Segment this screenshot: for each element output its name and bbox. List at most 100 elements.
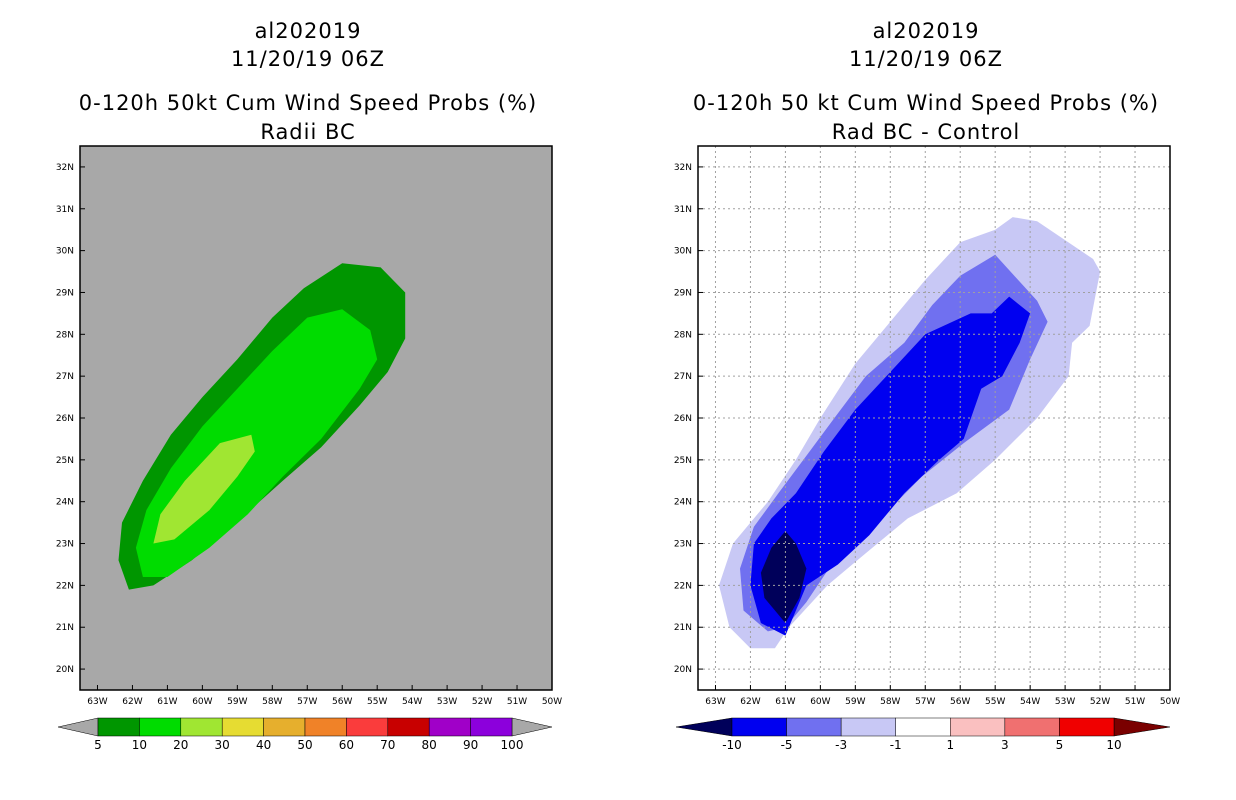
left-panel: al202019 11/20/19 06Z 0-120h 50kt Cum Wi… — [56, 19, 562, 752]
left-colorbar: 5 10 20 30 40 50 60 70 80 90 100 — [57, 717, 553, 752]
x-tick-label: 53W — [437, 697, 457, 707]
colorbar-swatch — [97, 717, 140, 737]
y-tick-label: 24N — [56, 498, 74, 508]
x-tick-label: 63W — [87, 697, 107, 707]
y-tick-label: 23N — [56, 540, 74, 550]
left-axis-ticks: 63W 62W 61W 60W 59W 58W 57W 56W 55W 54W 53W 52W 51W 5… — [56, 163, 562, 707]
y-tick-label: 31N — [56, 205, 74, 215]
right-panel: al202019 11/20/19 06Z 0-120h 50 kt Cum W… — [674, 19, 1180, 752]
left-title-4: Radii BC — [260, 120, 355, 144]
right-title-1: al202019 — [873, 19, 980, 43]
colorbar-swatch — [950, 717, 1006, 737]
x-tick-label: 54W — [402, 697, 422, 707]
colorbar-swatch — [346, 717, 389, 737]
colorbar-label: 70 — [380, 738, 395, 752]
colorbar-swatch — [1004, 717, 1060, 737]
colorbar-label: 60 — [339, 738, 354, 752]
colorbar-swatch — [1059, 717, 1115, 737]
left-title-1: al202019 — [255, 19, 362, 43]
x-tick-label: 50W — [1160, 697, 1180, 707]
y-tick-label: 32N — [674, 163, 692, 173]
x-tick-label: 61W — [775, 697, 795, 707]
colorbar-swatch — [731, 717, 787, 737]
colorbar-label: -5 — [781, 738, 793, 752]
y-tick-label: 29N — [674, 288, 692, 298]
colorbar-swatch — [304, 717, 347, 737]
colorbar-under-triangle — [57, 717, 99, 737]
y-tick-label: 26N — [56, 414, 74, 424]
contour--10 — [760, 531, 807, 623]
colorbar-over-triangle — [511, 717, 553, 737]
y-tick-label: 24N — [674, 498, 692, 508]
x-tick-label: 55W — [985, 697, 1005, 707]
colorbar-swatch — [139, 717, 182, 737]
x-tick-label: 60W — [810, 697, 830, 707]
colorbar-label: 40 — [256, 738, 271, 752]
colorbar-label: 10 — [132, 738, 147, 752]
x-tick-label: 52W — [1090, 697, 1110, 707]
colorbar-swatch — [895, 717, 951, 737]
y-tick-label: 22N — [56, 581, 74, 591]
right-title-4: Rad BC - Control — [832, 120, 1021, 144]
colorbar-label: 80 — [422, 738, 437, 752]
x-tick-label: 60W — [192, 697, 212, 707]
colorbar-swatch — [470, 717, 513, 737]
colorbar-label: 5 — [94, 738, 102, 752]
x-tick-label: 53W — [1055, 697, 1075, 707]
x-tick-label: 59W — [227, 697, 247, 707]
x-tick-label: 54W — [1020, 697, 1040, 707]
colorbar-label: 100 — [501, 738, 524, 752]
colorbar-label: -3 — [835, 738, 847, 752]
x-tick-label: 61W — [157, 697, 177, 707]
y-tick-label: 29N — [56, 288, 74, 298]
x-tick-label: 51W — [1125, 697, 1145, 707]
colorbar-label: 5 — [1056, 738, 1064, 752]
colorbar-label: 20 — [173, 738, 188, 752]
left-title-3: 0-120h 50kt Cum Wind Speed Probs (%) — [79, 91, 537, 115]
x-tick-label: 58W — [880, 697, 900, 707]
right-title-2: 11/20/19 06Z — [849, 47, 1003, 71]
y-tick-label: 27N — [674, 372, 692, 382]
x-tick-label: 59W — [845, 697, 865, 707]
colorbar-label: 3 — [1001, 738, 1009, 752]
colorbar-swatch — [180, 717, 223, 737]
x-tick-label: 57W — [915, 697, 935, 707]
right-axis-ticks: 63W 62W 61W 60W 59W 58W 57W 56W 55W 54W 53W 52W 51W 5… — [674, 163, 1180, 707]
y-tick-label: 27N — [56, 372, 74, 382]
y-tick-label: 23N — [674, 540, 692, 550]
colorbar-swatch — [263, 717, 306, 737]
x-tick-label: 52W — [472, 697, 492, 707]
x-tick-label: 62W — [740, 697, 760, 707]
y-tick-label: 25N — [674, 456, 692, 466]
colorbar-swatch — [221, 717, 264, 737]
x-tick-label: 62W — [122, 697, 142, 707]
y-tick-label: 32N — [56, 163, 74, 173]
x-tick-label: 55W — [367, 697, 387, 707]
contour-20-30 — [153, 434, 255, 544]
colorbar-label: -10 — [722, 738, 742, 752]
x-tick-label: 51W — [507, 697, 527, 707]
y-tick-label: 25N — [56, 456, 74, 466]
y-tick-label: 28N — [674, 330, 692, 340]
colorbar-over-triangle — [1113, 717, 1171, 737]
left-title-2: 11/20/19 06Z — [231, 47, 385, 71]
y-tick-label: 30N — [56, 247, 74, 257]
colorbar-swatch — [428, 717, 471, 737]
colorbar-label: 10 — [1106, 738, 1121, 752]
x-tick-label: 56W — [332, 697, 352, 707]
left-contours — [118, 263, 406, 590]
y-tick-label: 26N — [674, 414, 692, 424]
y-tick-label: 30N — [674, 247, 692, 257]
y-tick-label: 21N — [674, 623, 692, 633]
x-tick-label: 50W — [542, 697, 562, 707]
colorbar-label: 30 — [215, 738, 230, 752]
y-tick-label: 22N — [674, 581, 692, 591]
y-tick-label: 28N — [56, 330, 74, 340]
right-colorbar: -10 -5 -3 -1 1 3 5 10 — [675, 717, 1171, 752]
y-tick-label: 20N — [674, 665, 692, 675]
colorbar-swatch — [786, 717, 842, 737]
x-tick-label: 63W — [705, 697, 725, 707]
x-tick-label: 58W — [262, 697, 282, 707]
colorbar-label: 50 — [297, 738, 312, 752]
